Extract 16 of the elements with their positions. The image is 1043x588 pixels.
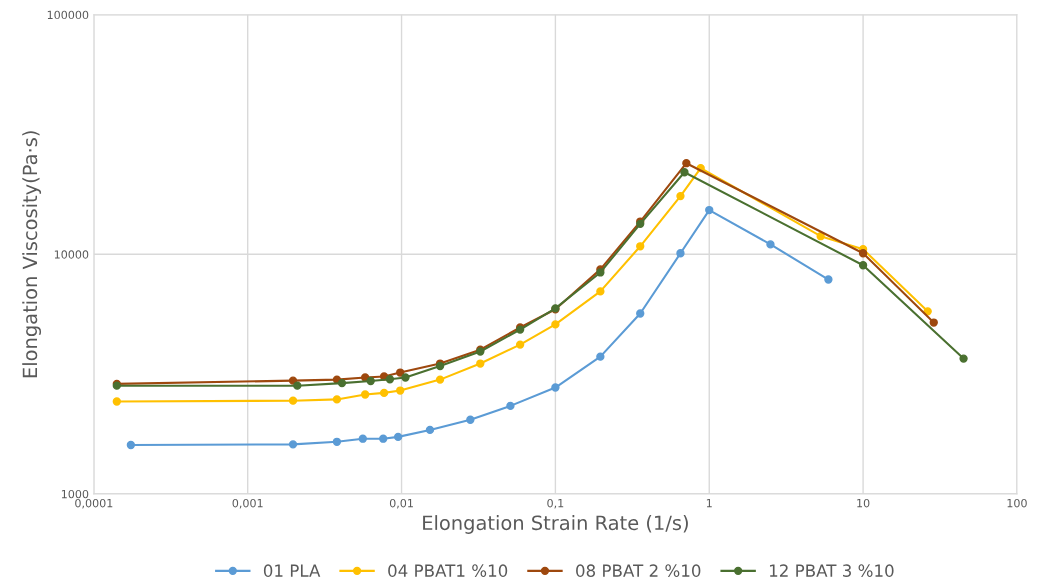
y-tick-label: 100000 <box>47 10 89 20</box>
legend-label: 12 PBAT 3 %10 <box>769 564 894 577</box>
y-axis-title: Elongation Viscosity(Pa·s) <box>22 131 42 378</box>
y-tick-label: 1000 <box>61 489 89 499</box>
legend-label: 04 PBAT1 %10 <box>388 564 508 577</box>
x-axis-title: Elongation Strain Rate (1/s) <box>423 515 688 534</box>
x-tick-label: 1 <box>706 499 712 508</box>
legend-label: 08 PBAT 2 %10 <box>576 564 701 577</box>
x-tick-label: 100 <box>1007 498 1027 508</box>
x-tick-label: 0,0001 <box>75 498 113 509</box>
legend-label: 01 PLA <box>263 564 321 577</box>
x-tick-label: 0,001 <box>232 498 263 509</box>
x-tick-label: 0,01 <box>389 498 413 509</box>
x-tick-label: 10 <box>857 498 870 508</box>
y-tick-label: 10000 <box>54 250 89 259</box>
x-tick-label: 0,1 <box>547 498 564 509</box>
